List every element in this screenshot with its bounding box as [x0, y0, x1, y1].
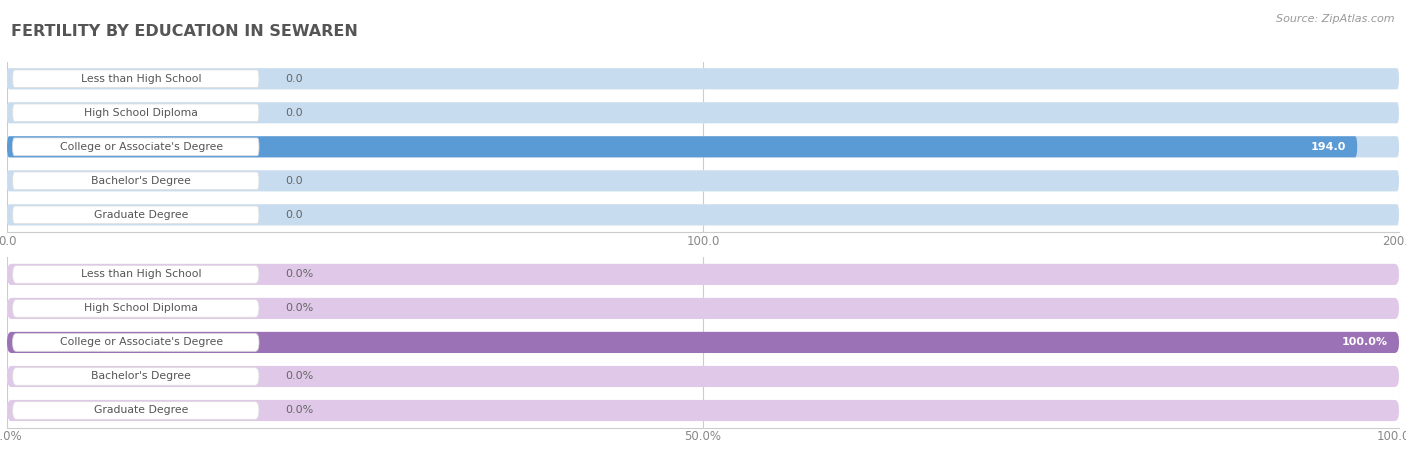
FancyBboxPatch shape [7, 170, 1399, 191]
Text: 194.0: 194.0 [1310, 142, 1346, 152]
Text: 100.0%: 100.0% [1341, 337, 1388, 347]
Text: High School Diploma: High School Diploma [84, 108, 198, 118]
Text: Graduate Degree: Graduate Degree [94, 406, 188, 416]
Text: Less than High School: Less than High School [82, 269, 201, 279]
FancyBboxPatch shape [7, 332, 1399, 353]
FancyBboxPatch shape [7, 170, 1399, 191]
FancyBboxPatch shape [7, 400, 1399, 421]
FancyBboxPatch shape [13, 402, 259, 419]
Text: Graduate Degree: Graduate Degree [94, 210, 188, 220]
FancyBboxPatch shape [7, 332, 1399, 353]
FancyBboxPatch shape [7, 332, 1399, 353]
FancyBboxPatch shape [7, 264, 1399, 285]
FancyBboxPatch shape [7, 298, 1399, 319]
FancyBboxPatch shape [7, 68, 1399, 89]
FancyBboxPatch shape [13, 138, 259, 156]
FancyBboxPatch shape [7, 366, 1399, 387]
FancyBboxPatch shape [7, 68, 1399, 89]
Text: 0.0%: 0.0% [285, 406, 314, 416]
Text: 0.0: 0.0 [285, 74, 304, 84]
FancyBboxPatch shape [7, 102, 1399, 124]
FancyBboxPatch shape [7, 204, 1399, 226]
FancyBboxPatch shape [13, 333, 259, 352]
FancyBboxPatch shape [13, 104, 259, 122]
FancyBboxPatch shape [7, 264, 1399, 285]
Text: 0.0%: 0.0% [285, 269, 314, 279]
FancyBboxPatch shape [7, 400, 1399, 421]
FancyBboxPatch shape [13, 368, 259, 385]
FancyBboxPatch shape [13, 266, 259, 283]
FancyBboxPatch shape [7, 136, 1357, 157]
FancyBboxPatch shape [7, 366, 1399, 387]
Text: FERTILITY BY EDUCATION IN SEWAREN: FERTILITY BY EDUCATION IN SEWAREN [11, 24, 359, 39]
FancyBboxPatch shape [7, 204, 1399, 226]
Text: 0.0: 0.0 [285, 176, 304, 186]
Text: College or Associate's Degree: College or Associate's Degree [60, 337, 224, 347]
Text: 0.0%: 0.0% [285, 304, 314, 314]
FancyBboxPatch shape [7, 136, 1399, 157]
Text: 0.0: 0.0 [285, 210, 304, 220]
Text: 0.0%: 0.0% [285, 371, 314, 381]
FancyBboxPatch shape [7, 102, 1399, 124]
FancyBboxPatch shape [13, 206, 259, 224]
Text: 0.0: 0.0 [285, 108, 304, 118]
Text: Source: ZipAtlas.com: Source: ZipAtlas.com [1277, 14, 1395, 24]
Text: High School Diploma: High School Diploma [84, 304, 198, 314]
Text: Bachelor's Degree: Bachelor's Degree [91, 371, 191, 381]
Text: College or Associate's Degree: College or Associate's Degree [60, 142, 224, 152]
FancyBboxPatch shape [13, 70, 259, 87]
FancyBboxPatch shape [7, 298, 1399, 319]
FancyBboxPatch shape [13, 300, 259, 317]
Text: Less than High School: Less than High School [82, 74, 201, 84]
Text: Bachelor's Degree: Bachelor's Degree [91, 176, 191, 186]
FancyBboxPatch shape [13, 172, 259, 190]
FancyBboxPatch shape [7, 136, 1399, 157]
